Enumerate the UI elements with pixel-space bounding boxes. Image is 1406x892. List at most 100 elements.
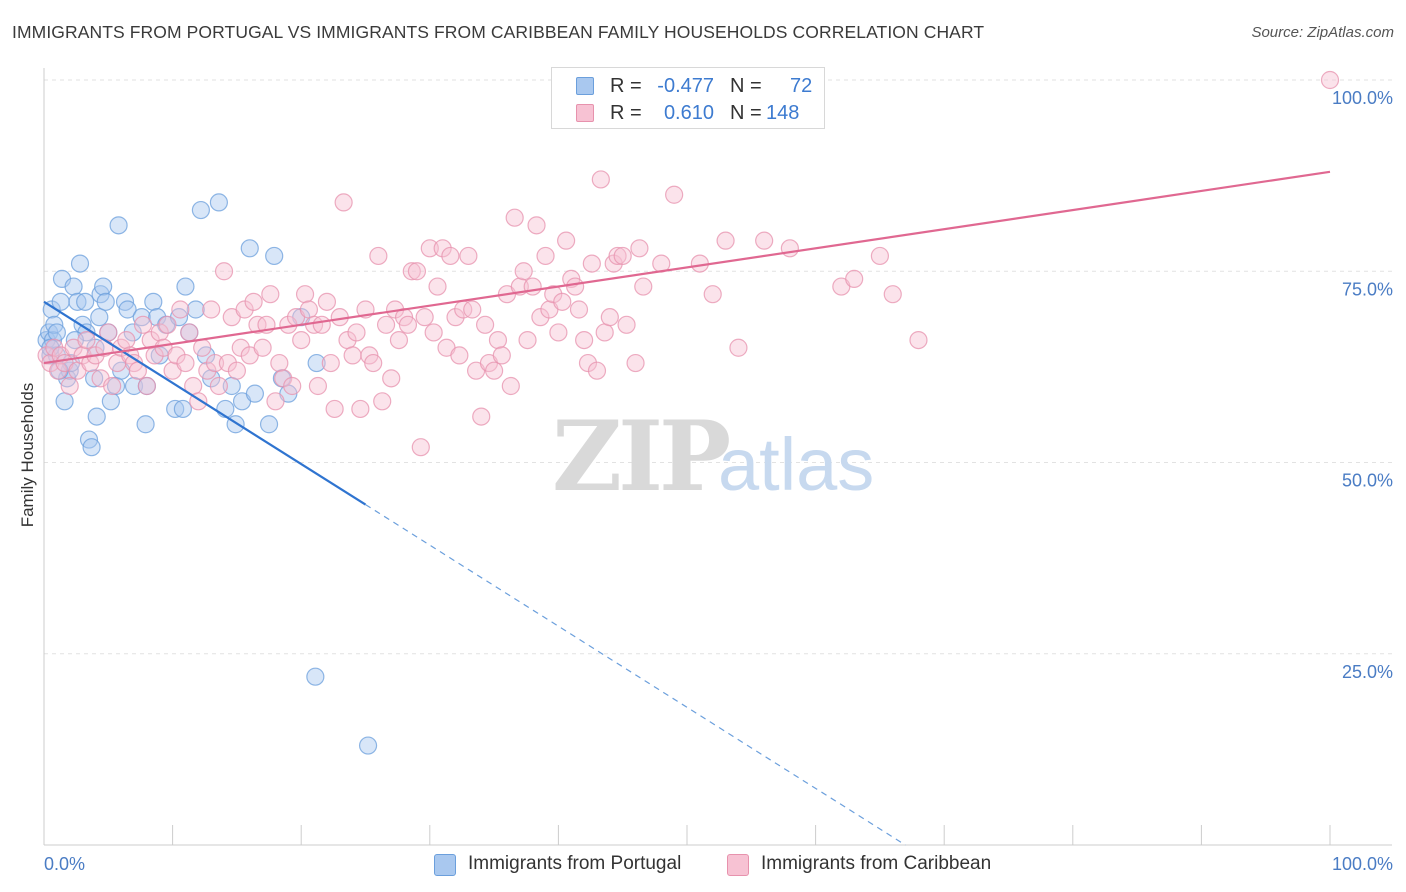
watermark-atlas: atlas bbox=[718, 423, 874, 506]
data-point-caribbean bbox=[665, 185, 684, 204]
data-point-caribbean bbox=[755, 231, 774, 250]
data-point-caribbean bbox=[883, 285, 902, 304]
data-point-portugal bbox=[68, 292, 87, 311]
legend-label: Immigrants from Caribbean bbox=[761, 853, 992, 874]
chart-title: IMMIGRANTS FROM PORTUGAL VS IMMIGRANTS F… bbox=[12, 22, 985, 42]
correlation-legend: R = -0.477 N = 72 R = 0.610 N = 148 bbox=[551, 67, 825, 129]
legend-swatch-caribbean bbox=[727, 854, 749, 876]
legend-label: Immigrants from Portugal bbox=[468, 853, 682, 874]
data-point-portugal bbox=[82, 438, 101, 457]
data-point-caribbean bbox=[343, 346, 362, 365]
data-point-caribbean bbox=[205, 353, 225, 373]
data-point-caribbean bbox=[364, 353, 383, 373]
data-point-caribbean bbox=[420, 239, 439, 258]
data-point-caribbean bbox=[527, 216, 546, 235]
data-point-caribbean bbox=[909, 331, 928, 350]
data-point-caribbean bbox=[575, 331, 594, 350]
data-point-caribbean bbox=[492, 346, 511, 365]
legend-swatch-portugal bbox=[434, 854, 456, 876]
data-point-caribbean bbox=[424, 323, 443, 342]
data-point-caribbean bbox=[485, 361, 504, 380]
data-points bbox=[37, 70, 1340, 755]
data-point-caribbean bbox=[608, 246, 627, 266]
axes bbox=[43, 68, 1392, 846]
data-point-caribbean bbox=[488, 331, 508, 350]
data-point-portugal bbox=[176, 277, 195, 296]
legend-swatch-caribbean bbox=[576, 104, 594, 122]
data-point-caribbean bbox=[270, 353, 289, 373]
data-point-caribbean bbox=[407, 262, 427, 281]
data-point-caribbean bbox=[450, 346, 469, 365]
data-point-caribbean bbox=[428, 277, 447, 296]
data-point-portugal bbox=[64, 277, 83, 296]
data-point-portugal bbox=[306, 667, 325, 686]
data-point-caribbean bbox=[376, 315, 396, 334]
data-point-caribbean bbox=[634, 277, 653, 296]
data-point-caribbean bbox=[441, 246, 460, 266]
data-point-portugal bbox=[109, 216, 128, 235]
data-point-caribbean bbox=[266, 392, 285, 411]
data-point-caribbean bbox=[626, 353, 645, 373]
data-point-caribbean bbox=[617, 315, 636, 334]
data-point-portugal bbox=[173, 399, 192, 419]
data-point-caribbean bbox=[77, 331, 96, 350]
r-value: -0.477 bbox=[657, 75, 714, 97]
data-point-caribbean bbox=[566, 277, 585, 296]
data-point-portugal bbox=[94, 277, 113, 296]
r-label: R = bbox=[610, 75, 642, 97]
data-point-caribbean bbox=[321, 353, 340, 373]
data-point-caribbean bbox=[569, 300, 589, 319]
data-point-caribbean bbox=[557, 231, 576, 250]
data-point-caribbean bbox=[729, 338, 748, 357]
data-point-caribbean bbox=[369, 246, 388, 266]
n-value: 148 bbox=[766, 102, 800, 124]
data-point-caribbean bbox=[334, 193, 353, 212]
y-axis-title: Family Households bbox=[18, 383, 37, 528]
y-tick-label: 25.0% bbox=[1342, 662, 1393, 682]
data-point-caribbean bbox=[373, 392, 392, 411]
data-point-caribbean bbox=[261, 285, 280, 304]
data-point-caribbean bbox=[591, 170, 610, 189]
data-point-portugal bbox=[55, 392, 74, 411]
grid-lines bbox=[44, 79, 1392, 655]
y-tick-label: 50.0% bbox=[1342, 471, 1393, 491]
data-point-portugal bbox=[47, 323, 66, 342]
data-point-caribbean bbox=[411, 438, 430, 457]
data-point-caribbean bbox=[60, 376, 79, 396]
data-point-portugal bbox=[136, 415, 155, 434]
y-tick-label: 100.0% bbox=[1332, 88, 1393, 108]
data-point-portugal bbox=[101, 392, 120, 411]
data-point-caribbean bbox=[133, 315, 153, 334]
data-point-caribbean bbox=[227, 361, 246, 380]
data-point-caribbean bbox=[475, 315, 495, 334]
n-value: 72 bbox=[790, 75, 813, 97]
x-tick-label: 100.0% bbox=[1332, 854, 1393, 874]
data-point-caribbean bbox=[171, 300, 190, 319]
watermark: ZIP atlas bbox=[552, 400, 874, 513]
data-point-caribbean bbox=[716, 231, 735, 250]
data-point-caribbean bbox=[244, 292, 263, 311]
data-point-caribbean bbox=[870, 246, 890, 266]
data-point-caribbean bbox=[347, 323, 366, 342]
data-point-caribbean bbox=[209, 376, 228, 396]
data-point-caribbean bbox=[463, 300, 482, 319]
tick-labels: 25.0% 50.0% 75.0% 100.0% 0.0% 100.0% bbox=[44, 88, 1393, 874]
r-label: R = bbox=[610, 102, 642, 124]
trend-line-portugal-extension bbox=[365, 504, 906, 846]
source-credit: Source: ZipAtlas.com bbox=[1251, 24, 1394, 41]
data-point-portugal bbox=[70, 254, 90, 273]
data-point-caribbean bbox=[518, 331, 537, 350]
data-point-portugal bbox=[132, 308, 151, 327]
data-point-caribbean bbox=[317, 292, 337, 311]
data-point-caribbean bbox=[117, 331, 136, 350]
data-point-caribbean bbox=[299, 300, 319, 319]
data-point-caribbean bbox=[553, 292, 572, 311]
r-value: 0.610 bbox=[663, 102, 714, 124]
data-point-portugal bbox=[259, 415, 279, 434]
n-label: N = bbox=[730, 75, 762, 97]
data-point-caribbean bbox=[595, 323, 614, 342]
data-point-portugal bbox=[144, 292, 163, 311]
data-point-caribbean bbox=[137, 376, 156, 396]
data-point-caribbean bbox=[514, 262, 533, 281]
